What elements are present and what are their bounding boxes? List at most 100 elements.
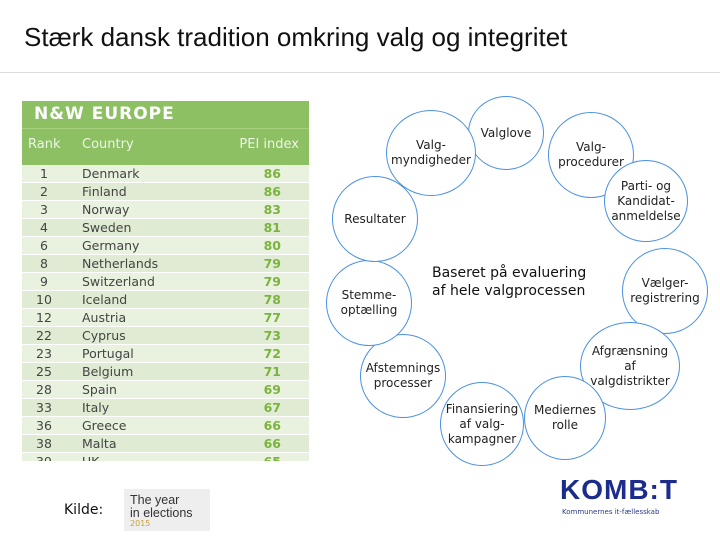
- pei-cell: 78: [263, 292, 281, 307]
- bubble-label: Parti- og Kandidat-anmeldelse: [611, 178, 681, 223]
- country-cell: Sweden: [82, 220, 132, 235]
- rank-cell: 8: [40, 256, 48, 271]
- table-row: 28 Spain 69: [22, 381, 309, 399]
- bubble-label: Resultater: [344, 211, 406, 226]
- table-row: 39 UK 65: [22, 453, 309, 461]
- bubble-parti-kandidat: Parti- og Kandidat-anmeldelse: [604, 160, 688, 242]
- pei-cell: 73: [263, 328, 281, 343]
- table-row: 1 Denmark 86: [22, 165, 309, 183]
- bubble-label: Valglove: [480, 125, 532, 140]
- pei-cell: 80: [263, 238, 281, 253]
- rank-cell: 25: [36, 364, 52, 379]
- country-cell: UK: [82, 453, 99, 461]
- table-row: 23 Portugal 72: [22, 345, 309, 363]
- rank-cell: 28: [36, 382, 52, 397]
- table-row: 4 Sweden 81: [22, 219, 309, 237]
- rank-cell: 3: [40, 202, 48, 217]
- bubble-vaelgerregistrering: Vælger-registrering: [622, 248, 708, 334]
- bubble-label: Valg-myndigheder: [391, 138, 471, 167]
- table-row: 38 Malta 66: [22, 435, 309, 453]
- table-row: 3 Norway 83: [22, 201, 309, 219]
- rank-cell: 36: [36, 418, 52, 433]
- table-row: 25 Belgium 71: [22, 363, 309, 381]
- rank-cell: 22: [36, 328, 52, 343]
- table-row: 36 Greece 66: [22, 417, 309, 435]
- bubble-mediernes-rolle: Mediernes rolle: [524, 376, 606, 460]
- country-cell: Switzerland: [82, 274, 155, 289]
- logo-year: 2015: [130, 519, 151, 528]
- country-cell: Cyprus: [82, 328, 126, 343]
- country-cell: Finland: [82, 184, 127, 199]
- pei-cell: 66: [263, 418, 281, 433]
- country-cell: Portugal: [82, 346, 134, 361]
- table-row: 33 Italy 67: [22, 399, 309, 417]
- country-cell: Norway: [82, 202, 130, 217]
- pei-cell: 77: [263, 310, 281, 325]
- bubble-label: Afgrænsning af valgdistrikter: [590, 343, 670, 388]
- column-rank: Rank: [28, 137, 61, 152]
- pei-cell: 67: [263, 400, 281, 415]
- rank-cell: 23: [36, 346, 52, 361]
- country-cell: Spain: [82, 382, 117, 397]
- pei-table: N&W EUROPE Rank Country PEI index 1 Denma…: [22, 101, 309, 461]
- pei-cell: 66: [263, 436, 281, 451]
- table-row: 22 Cyprus 73: [22, 327, 309, 345]
- logo-line-1: The year: [130, 493, 180, 507]
- country-cell: Germany: [82, 238, 140, 253]
- pei-cell: 83: [263, 202, 281, 217]
- pei-cell: 79: [263, 274, 281, 289]
- pei-cell: 69: [263, 382, 281, 397]
- rank-cell: 12: [36, 310, 52, 325]
- cycle-center-text: Baseret på evaluering af hele valgprocess…: [432, 265, 587, 300]
- bubble-valglove: Valglove: [468, 96, 544, 170]
- rank-cell: 6: [40, 238, 48, 253]
- table-region-header: N&W EUROPE: [22, 101, 309, 128]
- table-row: 12 Austria 77: [22, 309, 309, 327]
- country-cell: Belgium: [82, 364, 134, 379]
- pei-cell: 71: [263, 364, 281, 379]
- table-column-headers: Rank Country PEI index: [22, 128, 309, 165]
- bubble-label: Stemme-optælling: [340, 288, 398, 317]
- rank-cell: 1: [40, 166, 48, 181]
- bubble-afstemningsprocesser: Afstemnings processer: [360, 334, 446, 418]
- country-cell: Denmark: [82, 166, 140, 181]
- rank-cell: 39: [30, 453, 58, 461]
- bubble-stemmeoptaelling: Stemme-optælling: [326, 260, 412, 346]
- bubble-label: Finansiering af valg-kampagner: [445, 401, 519, 446]
- bubble-finansiering: Finansiering af valg-kampagner: [440, 382, 524, 466]
- bubble-label: Vælger-registrering: [630, 276, 700, 305]
- slide-title: Stærk dansk tradition omkring valg og in…: [24, 22, 568, 52]
- table-row: 10 Iceland 78: [22, 291, 309, 309]
- rank-cell: 2: [40, 184, 48, 199]
- column-country: Country: [82, 137, 134, 152]
- pei-cell: 65: [264, 453, 281, 461]
- table-row: 6 Germany 80: [22, 237, 309, 255]
- bubble-label: Mediernes rolle: [533, 403, 597, 432]
- rank-cell: 38: [36, 436, 52, 451]
- table-row: 8 Netherlands 79: [22, 255, 309, 273]
- logo-line-2: in elections: [130, 506, 193, 520]
- pei-cell: 79: [263, 256, 281, 271]
- column-pei: PEI index: [239, 137, 299, 152]
- kombit-tagline: Kommunernes it-fællesskab: [562, 508, 660, 516]
- rank-cell: 9: [40, 274, 48, 289]
- rank-cell: 4: [40, 220, 48, 235]
- year-in-elections-logo: The year in elections 2015: [124, 489, 210, 531]
- table-row: 9 Switzerland 79: [22, 273, 309, 291]
- bubble-resultater: Resultater: [332, 176, 418, 262]
- table-body: 1 Denmark 86 2 Finland 86 3 Norway 83 4 Sweden 81 6 G…: [22, 165, 309, 461]
- rank-cell: 33: [36, 400, 52, 415]
- kombit-logo: KOMB:T: [560, 474, 678, 505]
- country-cell: Greece: [82, 418, 127, 433]
- country-cell: Netherlands: [82, 256, 159, 271]
- country-cell: Malta: [82, 436, 117, 451]
- rank-cell: 10: [36, 292, 52, 307]
- bubble-valgmyndigheder: Valg-myndigheder: [386, 110, 476, 196]
- pei-cell: 86: [263, 166, 281, 181]
- country-cell: Iceland: [82, 292, 128, 307]
- bubble-label: Valg-procedurer: [558, 140, 624, 169]
- pei-cell: 86: [263, 184, 281, 199]
- country-cell: Italy: [82, 400, 110, 415]
- bubble-valgprocedurer: Valg-procedurer: [548, 112, 634, 198]
- country-cell: Austria: [82, 310, 127, 325]
